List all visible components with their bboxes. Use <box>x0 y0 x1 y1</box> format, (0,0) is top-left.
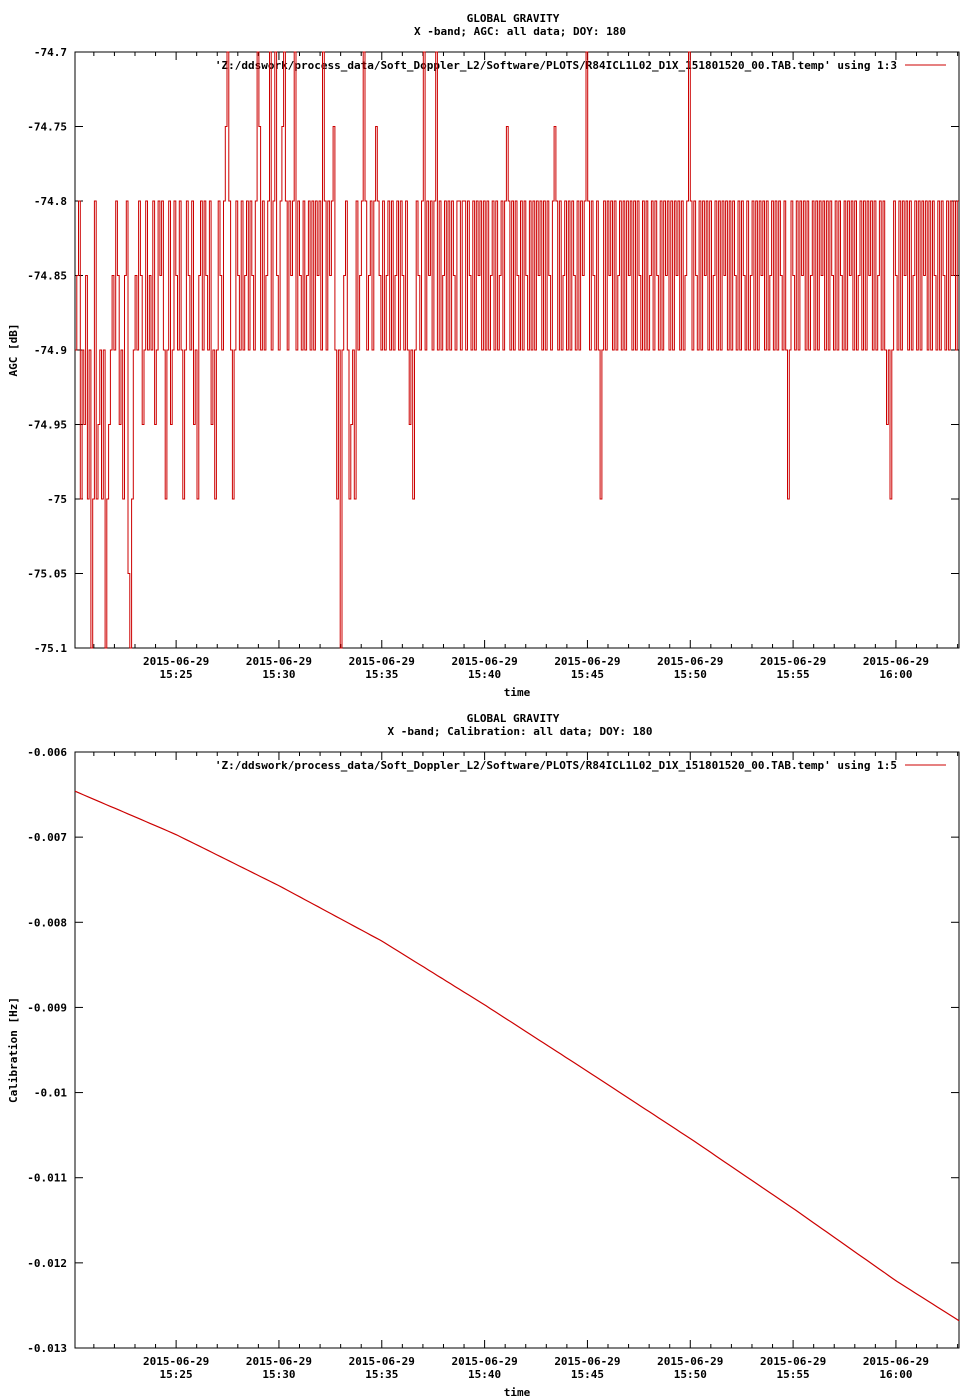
agc-x-ticks: 2015-06-2915:252015-06-2915:302015-06-29… <box>93 52 959 681</box>
agc-x-tick-time: 15:55 <box>777 668 810 681</box>
calibration-y-tick-label: -0.008 <box>27 916 67 929</box>
calibration-x-tick-time: 15:55 <box>777 1368 810 1381</box>
calibration-y-tick-label: -0.009 <box>27 1001 67 1014</box>
calibration-y-ticks: -0.006 -0.007 -0.008 -0.009 -0.01 -0.011 -0.01… <box>27 746 959 1355</box>
agc-x-tick-date: 2015-06-29 <box>349 655 415 668</box>
agc-x-tick-time: 16:00 <box>879 668 912 681</box>
calibration-y-axis-label: Calibration [Hz] <box>7 997 20 1103</box>
agc-x-tick-date: 2015-06-29 <box>246 655 312 668</box>
calibration-y-tick-label: -0.011 <box>27 1172 67 1185</box>
calibration-x-tick-date: 2015-06-29 <box>863 1355 929 1368</box>
agc-y-tick-label: -75.05 <box>27 568 67 581</box>
agc-y-tick-label: -75.1 <box>34 642 67 655</box>
agc-x-tick-date: 2015-06-29 <box>143 655 209 668</box>
agc-x-tick-date: 2015-06-29 <box>760 655 826 668</box>
agc-y-tick-label: -74.85 <box>27 270 67 283</box>
agc-chart: GLOBAL GRAVITY X -band; AGC: all data; D… <box>7 12 960 699</box>
calibration-chart: GLOBAL GRAVITY X -band; Calibration: all… <box>7 712 960 1399</box>
calibration-x-tick-time: 15:50 <box>674 1368 707 1381</box>
calibration-plot-border <box>74 751 960 1349</box>
agc-x-tick-time: 15:25 <box>160 668 193 681</box>
calibration-x-tick-date: 2015-06-29 <box>246 1355 312 1368</box>
calibration-x-tick-date: 2015-06-29 <box>657 1355 723 1368</box>
calibration-y-tick-label: -0.006 <box>27 746 67 759</box>
calibration-x-tick-date: 2015-06-29 <box>143 1355 209 1368</box>
calibration-x-tick-date: 2015-06-29 <box>451 1355 517 1368</box>
agc-x-tick-date: 2015-06-29 <box>451 655 517 668</box>
agc-x-tick-time: 15:35 <box>365 668 398 681</box>
agc-y-tick-label: -74.95 <box>27 419 67 432</box>
calibration-y-tick-label: -0.007 <box>27 831 67 844</box>
agc-x-tick-time: 15:40 <box>468 668 501 681</box>
calibration-y-tick-label: -0.012 <box>27 1257 67 1270</box>
calibration-x-ticks: 2015-06-2915:252015-06-2915:302015-06-29… <box>93 752 959 1381</box>
agc-y-tick-label: -74.7 <box>34 46 67 59</box>
calibration-chart-subtitle: X -band; Calibration: all data; DOY: 180 <box>388 725 653 738</box>
agc-x-tick-time: 15:30 <box>262 668 295 681</box>
agc-y-tick-label: -75 <box>47 493 67 506</box>
agc-y-tick-label: -74.8 <box>34 195 67 208</box>
calibration-series-line <box>74 790 960 1322</box>
calibration-x-tick-time: 15:45 <box>571 1368 604 1381</box>
calibration-x-tick-date: 2015-06-29 <box>760 1355 826 1368</box>
agc-x-tick-time: 15:50 <box>674 668 707 681</box>
agc-x-tick-date: 2015-06-29 <box>863 655 929 668</box>
calibration-x-tick-date: 2015-06-29 <box>349 1355 415 1368</box>
calibration-x-tick-time: 15:40 <box>468 1368 501 1381</box>
agc-y-tick-label: -74.75 <box>27 121 67 134</box>
agc-x-axis-label: time <box>504 686 531 699</box>
calibration-x-tick-time: 15:30 <box>262 1368 295 1381</box>
calibration-x-axis-label: time <box>504 1386 531 1399</box>
agc-x-tick-date: 2015-06-29 <box>657 655 723 668</box>
agc-y-axis-label: AGC [dB] <box>7 324 20 377</box>
calibration-y-tick-label: -0.01 <box>34 1087 67 1100</box>
agc-legend-label: 'Z:/ddswork/process_data/Soft_Doppler_L2… <box>215 59 897 72</box>
calibration-x-tick-time: 16:00 <box>879 1368 912 1381</box>
agc-series-line <box>75 51 959 649</box>
calibration-x-tick-time: 15:25 <box>160 1368 193 1381</box>
agc-y-tick-label: -74.9 <box>34 344 67 357</box>
agc-chart-title: GLOBAL GRAVITY <box>467 12 560 25</box>
calibration-x-tick-time: 15:35 <box>365 1368 398 1381</box>
calibration-legend-label: 'Z:/ddswork/process_data/Soft_Doppler_L2… <box>215 759 897 772</box>
agc-x-tick-date: 2015-06-29 <box>554 655 620 668</box>
agc-chart-subtitle: X -band; AGC: all data; DOY: 180 <box>414 25 626 38</box>
agc-x-tick-time: 15:45 <box>571 668 604 681</box>
calibration-y-tick-label: -0.013 <box>27 1342 67 1355</box>
calibration-chart-title: GLOBAL GRAVITY <box>467 712 560 725</box>
calibration-x-tick-date: 2015-06-29 <box>554 1355 620 1368</box>
